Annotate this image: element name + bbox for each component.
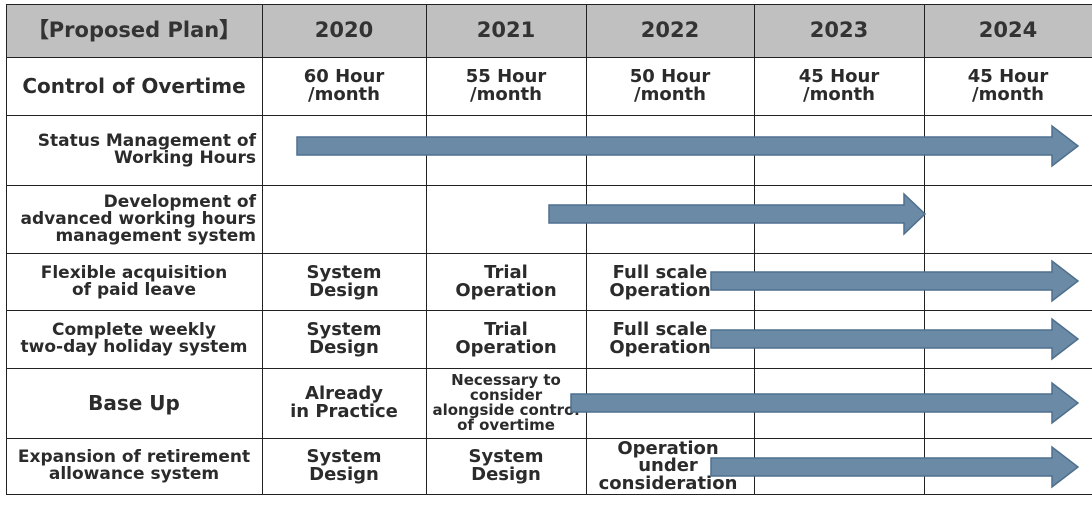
grid-line-h [6,253,1092,254]
arrow-base-up [570,381,1080,425]
paid-leave-2022: Full scale Operation [609,261,711,301]
arrow-weekly-holiday [710,317,1080,361]
overtime-2024: 45 Hour /month [967,66,1049,105]
paid-leave-2020: System Design [306,261,382,301]
weekly-holiday-2022: Full scale Operation [609,319,711,358]
header-plan: 【Proposed Plan】 [6,4,262,57]
grid-line-v [754,4,755,495]
grid-line-h [6,438,1092,439]
row-label-status-management: Status Management of Working Hours [37,131,256,168]
arrow-paid-leave [710,259,1080,303]
retirement-2021: System Design [468,446,544,485]
row-label-retirement-allowance: Expansion of retirement allowance system [17,447,251,484]
grid-line-v [586,4,587,495]
row-label-base-up: Base Up [88,391,180,415]
retirement-2022: Operation under consideration [598,438,738,494]
header-year-2021: 2021 [426,4,586,57]
arrow-retirement-allowance [710,445,1080,489]
base-up-2020: Already in Practice [290,383,398,422]
overtime-2023: 45 Hour /month [798,66,880,105]
paid-leave-2021: Trial Operation [455,261,557,301]
overtime-2020: 60 Hour /month [303,66,385,105]
grid-line-v [924,4,925,495]
row-label-advanced-system: Development of advanced working hours ma… [20,191,256,246]
overtime-2022: 50 Hour /month [629,66,711,105]
grid-line-h [6,368,1092,369]
header-year-2023: 2023 [754,4,924,57]
grid-line-h [6,57,1092,58]
weekly-holiday-2021: Trial Operation [455,319,557,358]
grid-line-h [6,4,1092,5]
grid-line-h [6,494,1092,495]
arrow-status-management [296,124,1080,168]
grid-line-h [6,115,1092,116]
retirement-2020: System Design [306,446,382,485]
grid-line-h [6,310,1092,311]
base-up-2021: Necessary to consider alongside control … [432,371,580,434]
arrow-advanced-system [548,192,927,236]
overtime-2021: 55 Hour /month [465,66,547,105]
weekly-holiday-2020: System Design [306,319,382,358]
grid-line-h [6,185,1092,186]
header-year-2022: 2022 [586,4,754,57]
grid-line-v [426,4,427,495]
row-label-paid-leave: Flexible acquisition of paid leave [40,262,228,300]
row-label-weekly-holiday: Complete weekly two-day holiday system [20,320,248,357]
grid-line-v [6,4,7,495]
row-label-control-of-overtime: Control of Overtime [22,74,246,98]
grid-line-v [262,4,263,495]
header-year-2024: 2024 [924,4,1092,57]
header-year-2020: 2020 [262,4,426,57]
